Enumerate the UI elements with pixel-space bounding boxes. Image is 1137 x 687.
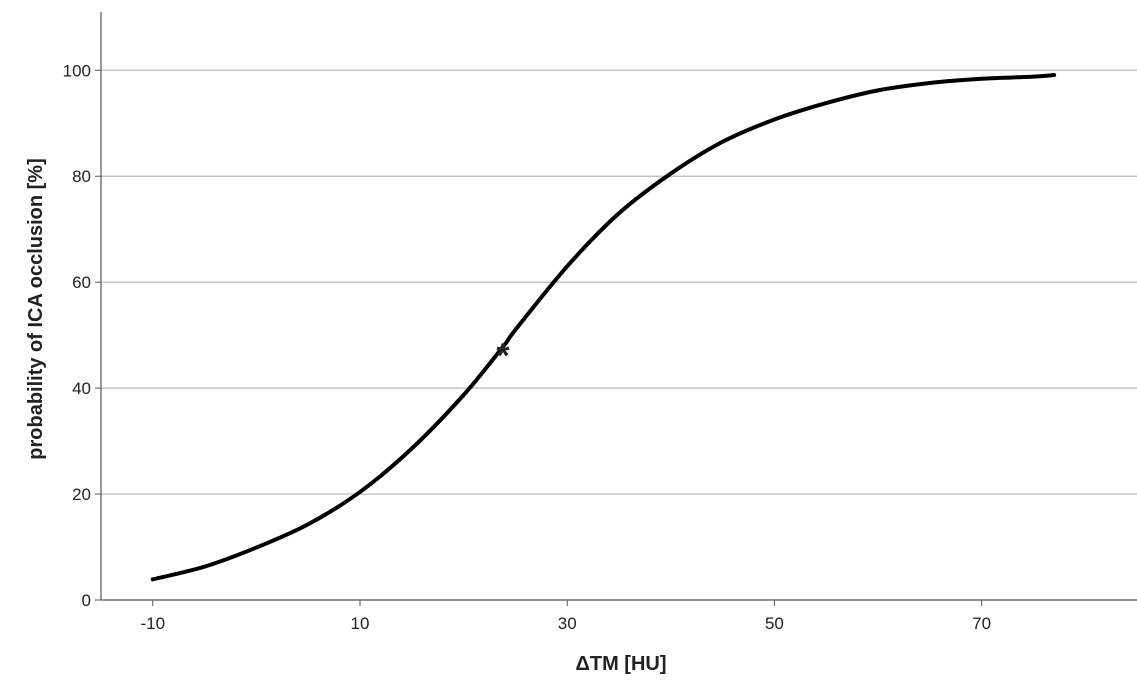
y-tick-label: 20 [72, 485, 91, 504]
x-tick-labels: -10 10 30 50 70 [141, 614, 992, 633]
y-tick-label: 0 [82, 591, 91, 610]
x-tick-label: 10 [351, 614, 370, 633]
axes [95, 12, 1137, 606]
series-layer [150, 73, 1057, 582]
x-axis-title: ΔTM [HU] [575, 653, 666, 675]
annotation-marker: * [496, 337, 510, 375]
annotations: * [496, 337, 510, 375]
x-tick-label: 30 [558, 614, 577, 633]
x-tick-label: -10 [141, 614, 166, 633]
y-tick-label: 40 [72, 379, 91, 398]
y-tick-label: 100 [63, 61, 91, 80]
y-tick-label: 60 [72, 273, 91, 292]
series-line [150, 73, 1057, 582]
gridlines [101, 69, 1137, 495]
y-tick-label: 80 [72, 167, 91, 186]
y-tick-labels: 0 20 40 60 80 100 [63, 61, 91, 610]
y-axis-title: probability of ICA occlusion [%] [25, 158, 47, 459]
x-tick-label: 50 [765, 614, 784, 633]
x-tick-label: 70 [972, 614, 991, 633]
